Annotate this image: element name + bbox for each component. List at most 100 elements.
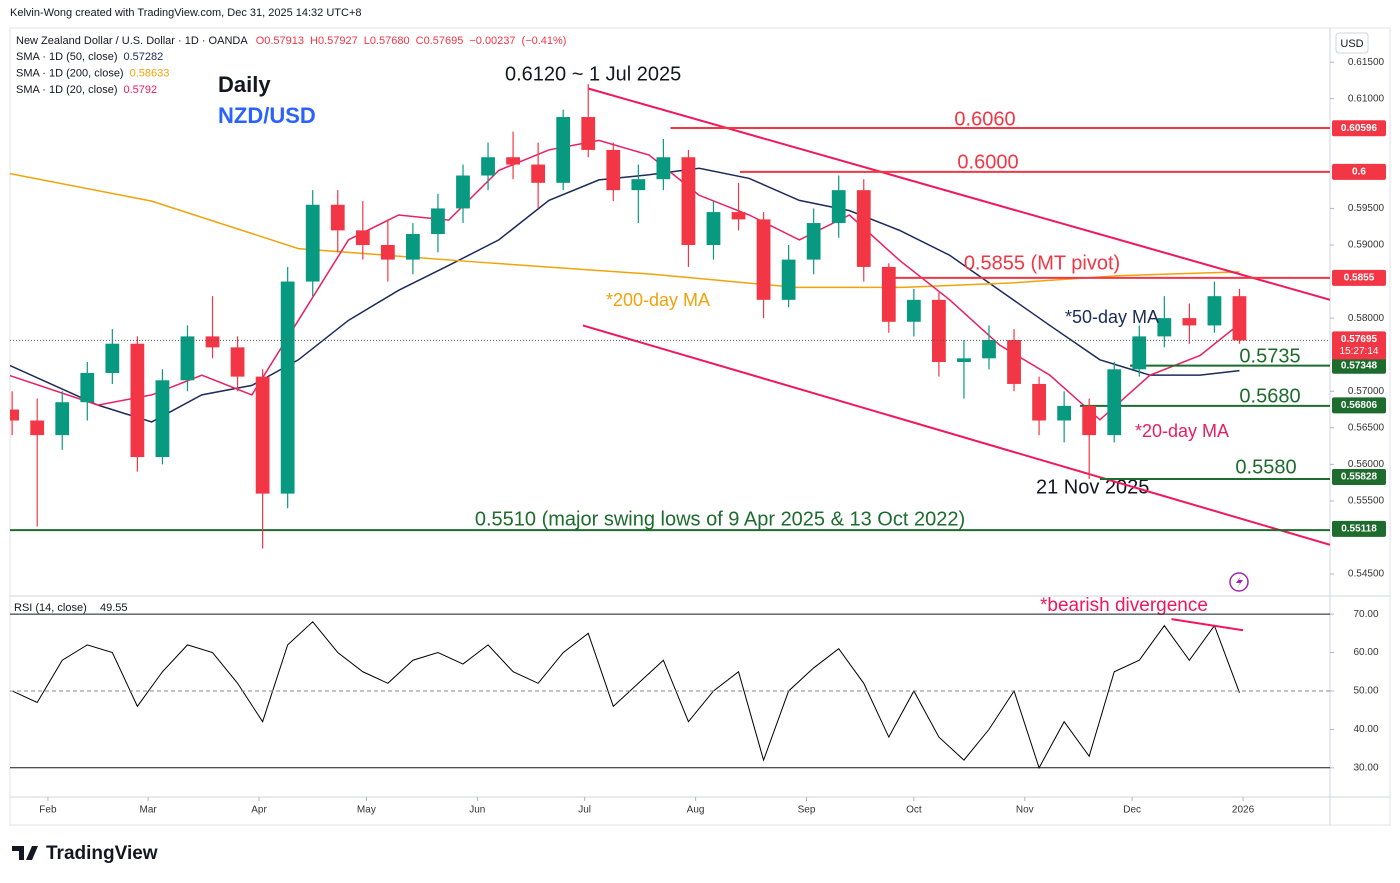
y-tick-label: 0.58000: [1348, 313, 1385, 324]
candle-body: [1182, 318, 1197, 326]
price-pane: [10, 84, 1330, 549]
candle-body: [681, 157, 696, 245]
y-tick-label: 0.57000: [1348, 386, 1385, 397]
change: −0.00237: [469, 35, 515, 47]
legend-name: SMA · 1D (50, close): [16, 51, 117, 63]
price-badge: [1332, 397, 1386, 414]
x-tick-label: Jun: [469, 805, 485, 816]
rsi-tick-label: 70.00: [1353, 609, 1378, 620]
ohlc-value: O0.57913: [256, 35, 304, 47]
moving-average: [10, 167, 1240, 423]
candle-body: [255, 376, 270, 494]
candle-body: [806, 223, 821, 260]
level-label: 0.6060: [954, 108, 1015, 130]
rsi-legend: RSI (14, close): [14, 602, 87, 614]
x-tick-label: Feb: [39, 805, 57, 816]
price-badge-label: 0.56806: [1341, 400, 1378, 411]
candle-body: [881, 266, 896, 322]
currency[interactable]: USD: [1340, 38, 1363, 50]
brand: TradingView: [46, 843, 158, 864]
alert-icon[interactable]: [1229, 572, 1249, 592]
price-badge-label: 0.5855: [1344, 273, 1375, 284]
rsi-tick-label: 40.00: [1353, 724, 1378, 735]
candle-body: [155, 380, 170, 458]
rsi-legend-value: 49.55: [100, 602, 128, 614]
x-tick-label: Dec: [1123, 805, 1141, 816]
candle-body: [1107, 369, 1122, 436]
candle-body: [556, 117, 571, 183]
candle-body: [80, 372, 95, 403]
candle-body: [957, 358, 971, 362]
change-percent: (−0.41%): [522, 35, 567, 47]
rsi-line: [11, 621, 1240, 770]
y-tick-label: 0.55500: [1348, 496, 1385, 507]
ohlc-value: H0.57927: [310, 35, 358, 47]
candle-body: [1082, 405, 1097, 436]
pair-label: NZD/USD: [218, 103, 316, 128]
y-tick-label: 0.59000: [1348, 240, 1385, 251]
price-badge-label: 0.60596: [1341, 123, 1378, 134]
candle-body: [631, 179, 646, 191]
candle-body: [305, 204, 320, 282]
candle-body: [932, 299, 946, 362]
candle-body: [355, 230, 370, 245]
candle-body: [531, 164, 546, 183]
trendline: [587, 87, 1330, 301]
chart-frame: [9, 27, 1391, 826]
x-tick-label: Nov: [1016, 805, 1034, 816]
candle-body: [506, 157, 520, 165]
price-badge: [1332, 120, 1386, 137]
candle-body: [330, 204, 345, 231]
candle-body: [130, 343, 145, 458]
candle-body: [1207, 296, 1222, 326]
high-annotation: 0.6120 ~ 1 Jul 2025: [505, 63, 681, 85]
moving-average: [10, 139, 1240, 421]
alert-icon-bolt: [1236, 576, 1243, 588]
logo-mark: [12, 846, 38, 860]
candle-body: [280, 281, 295, 494]
legend-name: SMA · 1D (20, close): [16, 84, 117, 96]
attribution: Kelvin-Wong created with TradingView.com…: [10, 7, 361, 19]
level-label: 0.5855 (MT pivot): [964, 252, 1120, 274]
ma-annotation: *200-day MA: [606, 290, 710, 310]
x-tick-label: Aug: [687, 805, 705, 816]
candle-body: [1057, 405, 1072, 421]
y-tick-label: 0.54500: [1348, 569, 1385, 580]
price-badge: [1332, 163, 1386, 180]
candle-body: [406, 234, 420, 260]
price-badge: [1332, 269, 1386, 286]
candle-body: [606, 149, 621, 191]
price-badge-label: 0.57348: [1341, 360, 1378, 371]
candle-body: [30, 420, 45, 436]
brand-logo: TradingView: [12, 843, 158, 864]
candle-body: [756, 219, 771, 300]
current-price-label: 0.57695: [1341, 334, 1378, 345]
y-tick-label: 0.61500: [1348, 57, 1385, 68]
x-tick-label: Jul: [578, 805, 591, 816]
x-tick-label: Sep: [798, 805, 816, 816]
candle-body: [431, 208, 445, 235]
candle-body: [906, 299, 921, 322]
y-tick-label: 0.56500: [1348, 422, 1385, 433]
rsi-tick-label: 60.00: [1353, 647, 1378, 658]
candle-body: [1032, 383, 1046, 421]
legend-value: 0.5792: [123, 84, 157, 96]
price-badge-label: 0.55118: [1341, 524, 1377, 535]
low-annotation: 21 Nov 2025: [1036, 476, 1149, 498]
x-tick-label: May: [357, 805, 376, 816]
x-tick-label: 2026: [1232, 805, 1255, 816]
ohlc-value: L0.57680: [364, 35, 410, 47]
candle-body: [706, 212, 721, 245]
legend-value: 0.57282: [123, 51, 163, 63]
ma-annotation: *20-day MA: [1135, 421, 1229, 441]
ma-annotation: *50-day MA: [1065, 307, 1159, 327]
ohlc-value: C0.57695: [416, 35, 464, 47]
currency-button[interactable]: [1335, 32, 1369, 54]
candle-body: [656, 157, 671, 180]
price-badge: [1332, 468, 1386, 485]
candle-body: [731, 212, 746, 220]
candle-body: [1007, 340, 1021, 384]
divergence-label: *bearish divergence: [1040, 595, 1208, 616]
candle-body: [831, 190, 846, 224]
